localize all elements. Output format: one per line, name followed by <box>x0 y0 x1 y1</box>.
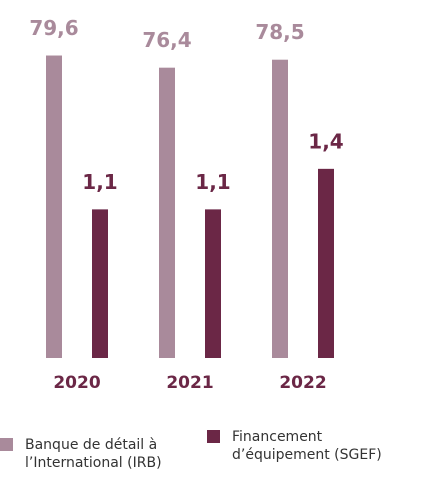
bar <box>46 55 62 359</box>
bar <box>318 168 334 358</box>
x-tick-label: 2021 <box>166 373 213 393</box>
bar <box>272 59 288 358</box>
data-label: 76,4 <box>142 28 191 52</box>
legend-label: Banque de détail à l’International (IRB) <box>25 437 162 471</box>
legend-item: Banque de détail à l’International (IRB) <box>0 436 200 472</box>
chart: 2020 79,6 1,1 2021 76,4 1,1 2022 78,5 1,4 <box>29 16 343 393</box>
data-label: 1,1 <box>82 170 117 194</box>
legend-label: Financement d’équipement (SGEF) <box>232 429 382 463</box>
data-label: 78,5 <box>255 20 304 44</box>
data-label: 1,1 <box>195 170 230 194</box>
data-label: 79,6 <box>29 16 78 40</box>
legend-swatch <box>207 430 220 443</box>
legend-swatch <box>0 438 13 451</box>
data-label: 1,4 <box>308 129 343 153</box>
legend-item: Financement d’équipement (SGEF) <box>207 428 417 464</box>
bar <box>205 209 221 358</box>
bar <box>159 67 175 359</box>
bar <box>92 209 108 358</box>
x-tick-label: 2022 <box>279 373 326 393</box>
x-tick-label: 2020 <box>53 373 100 393</box>
